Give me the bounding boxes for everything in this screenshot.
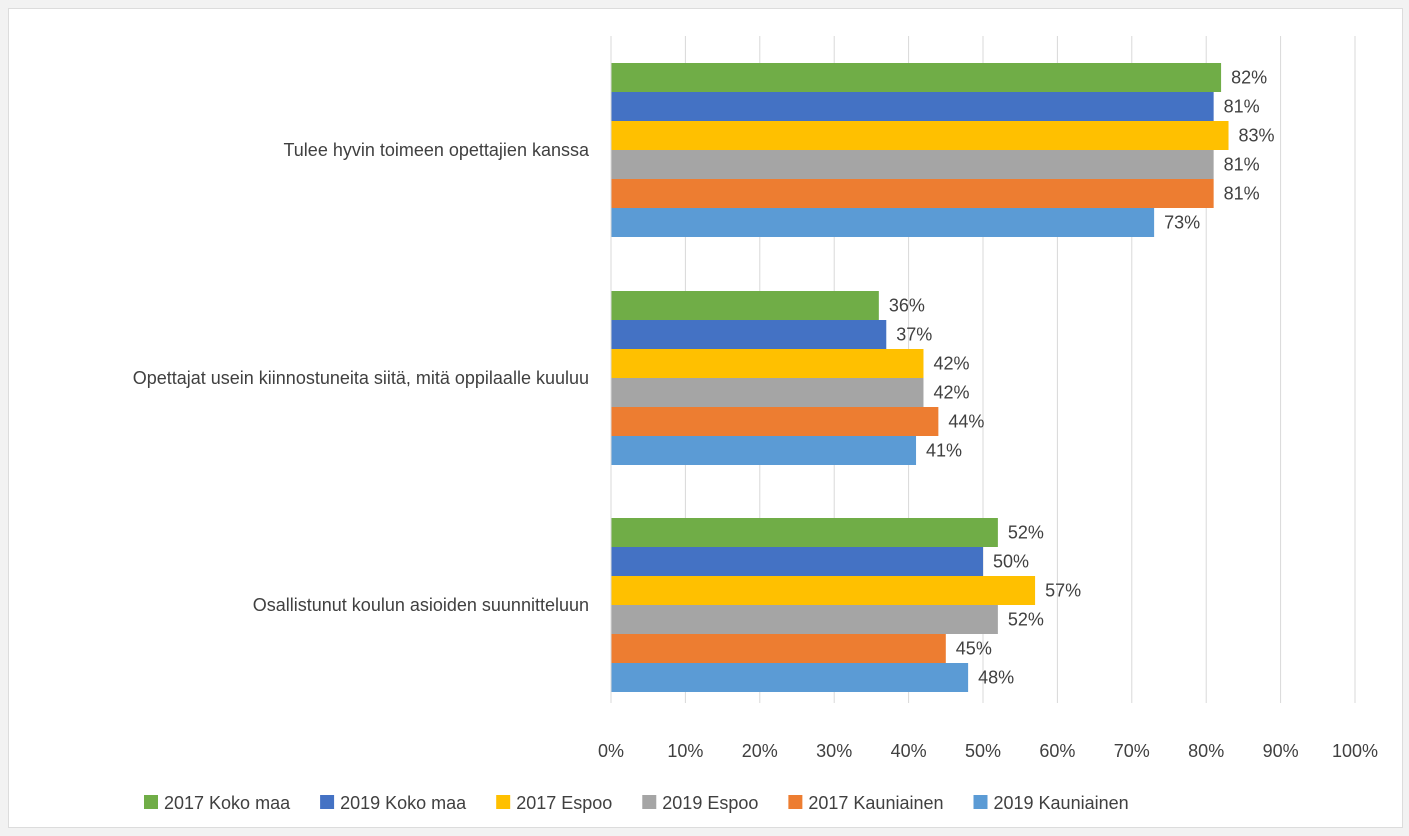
legend-swatch: [788, 795, 803, 809]
bar: [611, 547, 983, 576]
data-label: 52%: [1008, 523, 1044, 543]
data-label: 81%: [1224, 155, 1260, 175]
data-label: 82%: [1231, 68, 1267, 88]
chart-area: 0% 10% 20% 30% 40% 50% 60% 70% 80% 90% 100% Tulee h…: [8, 8, 1403, 828]
data-label: 52%: [1008, 610, 1044, 630]
x-tick-label: 20%: [742, 741, 778, 761]
bar: [611, 349, 924, 378]
legend-label: 2017 Espoo: [516, 793, 612, 813]
bar: [611, 378, 924, 407]
bar: [611, 663, 969, 692]
data-label: 73%: [1164, 213, 1200, 233]
bar: [611, 407, 939, 436]
x-tick-label: 50%: [965, 741, 1001, 761]
data-label: 42%: [933, 383, 969, 403]
data-label: 81%: [1224, 97, 1260, 117]
bar: [611, 291, 879, 320]
category-label: Opettajat usein kiinnostuneita siitä, mi…: [133, 368, 589, 388]
data-label: 42%: [933, 354, 969, 374]
bar: [611, 576, 1036, 605]
legend-label: 2019 Espoo: [662, 793, 758, 813]
bar: [611, 121, 1229, 150]
data-label: 83%: [1239, 126, 1275, 146]
legend-label: 2019 Kauniainen: [994, 793, 1129, 813]
bar-chart: 0% 10% 20% 30% 40% 50% 60% 70% 80% 90% 100% Tulee h…: [133, 36, 1378, 813]
legend-swatch: [642, 795, 657, 809]
bar: [611, 92, 1214, 121]
data-label: 36%: [889, 296, 925, 316]
legend-swatch: [973, 795, 988, 809]
x-tick-label: 70%: [1114, 741, 1150, 761]
bar: [611, 150, 1214, 179]
category-label: Tulee hyvin toimeen opettajien kanssa: [283, 140, 590, 160]
data-label: 41%: [926, 441, 962, 461]
data-label: 48%: [978, 668, 1014, 688]
bar: [611, 518, 998, 547]
data-label: 44%: [948, 412, 984, 432]
bar: [611, 63, 1222, 92]
data-label: 50%: [993, 552, 1029, 572]
bar: [611, 634, 946, 663]
x-tick-label: 0%: [598, 741, 624, 761]
data-label: 37%: [896, 325, 932, 345]
legend-label: 2017 Kauniainen: [808, 793, 943, 813]
x-tick-label: 40%: [891, 741, 927, 761]
bar: [611, 436, 917, 465]
legend-swatch: [144, 795, 158, 809]
x-tick-label: 10%: [667, 741, 703, 761]
legend-swatch: [320, 795, 335, 809]
x-tick-label: 60%: [1039, 741, 1075, 761]
category-label: Osallistunut koulun asioiden suunnittelu…: [253, 595, 589, 615]
x-tick-label: 80%: [1188, 741, 1224, 761]
x-tick-label: 30%: [816, 741, 852, 761]
x-tick-label: 90%: [1263, 741, 1299, 761]
legend-label: 2019 Koko maa: [340, 793, 467, 813]
x-tick-label: 100%: [1332, 741, 1378, 761]
legend-swatch: [496, 795, 511, 809]
bar: [611, 605, 998, 634]
legend-label: 2017 Koko maa: [164, 793, 291, 813]
data-label: 57%: [1045, 581, 1081, 601]
data-label: 81%: [1224, 184, 1260, 204]
bar: [611, 179, 1214, 208]
bar: [611, 320, 887, 349]
data-label: 45%: [956, 639, 992, 659]
bar: [611, 208, 1155, 237]
